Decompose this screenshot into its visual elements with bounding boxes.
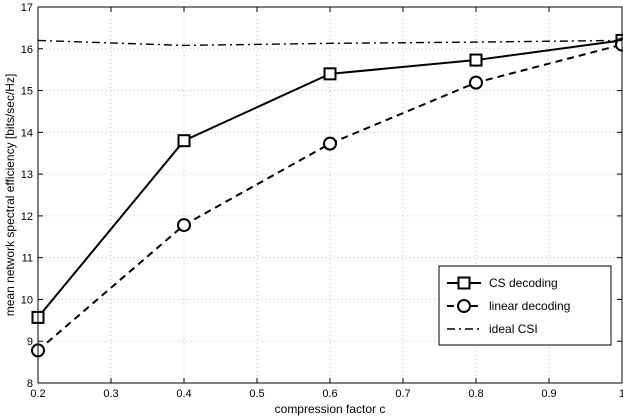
x-tick-label: 0.2: [30, 388, 45, 400]
y-tick-label: 8: [27, 378, 33, 390]
y-tick-label: 16: [21, 44, 33, 56]
grid: [38, 7, 622, 383]
x-tick-label: 0.7: [395, 388, 410, 400]
legend: CS decoding linear decoding ideal CSI: [438, 265, 612, 346]
data-point-linear-decoding: [469, 75, 483, 90]
data-point-linear-decoding: [177, 218, 191, 233]
legend-label-ideal-csi: ideal CSI: [489, 322, 538, 336]
plot-frame: [37, 6, 623, 384]
y-tick-label: 10: [21, 294, 33, 306]
y-tick-label: 13: [21, 169, 33, 181]
legend-marker-linear-decoding: [457, 299, 471, 313]
data-point-linear-decoding: [323, 136, 337, 151]
legend-label-linear-decoding: linear decoding: [489, 299, 570, 313]
x-axis-ticks: 0.2 0.3 0.4 0.5 0.6 0.7 0.8 0.9 1: [30, 7, 623, 400]
x-axis-label: compression factor c: [275, 402, 386, 416]
x-tick-label: 0.6: [322, 388, 337, 400]
y-tick-label: 14: [21, 127, 33, 139]
x-tick-label: 0.9: [541, 388, 556, 400]
y-tick-label: 11: [22, 253, 33, 265]
series-line-linear-decoding: [37, 43, 623, 352]
x-tick-label: 0.3: [103, 388, 118, 400]
y-tick-label: 9: [27, 336, 33, 348]
y-tick-label: 15: [21, 86, 33, 98]
x-tick-label: 0.8: [468, 388, 483, 400]
data-point-cs-decoding: [177, 134, 191, 148]
y-axis-label: mean network spectral efficiency [bits/s…: [3, 74, 17, 317]
series-line-ideal-csi: [37, 39, 623, 47]
data-point-cs-decoding: [469, 53, 483, 67]
y-axis-ticks: 8 9 10 11 12 13 14 15 16 17: [21, 2, 622, 390]
x-tick-label: 0.4: [176, 388, 191, 400]
legend-marker-cs-decoding: [457, 276, 471, 290]
data-point-cs-decoding: [323, 67, 337, 81]
y-tick-label: 17: [21, 2, 33, 14]
y-tick-label: 12: [21, 211, 33, 223]
x-tick-label: 1: [619, 388, 623, 400]
x-tick-label: 0.5: [249, 388, 264, 400]
legend-label-cs-decoding: CS decoding: [489, 276, 558, 290]
